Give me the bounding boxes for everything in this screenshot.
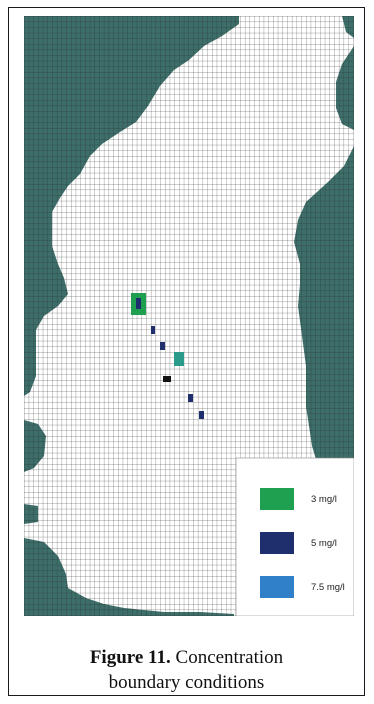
boundary-cell-7-5mg xyxy=(174,352,184,366)
concentration-grid-map: 3 mg/l 5 mg/l 7.5 mg/l xyxy=(24,16,354,616)
boundary-cell-5mg xyxy=(151,326,155,334)
legend-label: 3 mg/l xyxy=(311,494,337,505)
legend-swatch xyxy=(260,532,294,554)
legend-label: 7.5 mg/l xyxy=(311,582,345,593)
caption-line-1: Concentration xyxy=(175,647,284,668)
boundary-cell-5mg xyxy=(136,298,141,309)
source-marker xyxy=(163,376,171,382)
boundary-cell-5mg xyxy=(199,411,204,419)
legend-label: 5 mg/l xyxy=(311,538,337,549)
legend-swatch xyxy=(260,488,294,510)
caption-line-2: boundary conditions xyxy=(108,672,265,693)
figure-label: Figure 11. xyxy=(89,647,171,668)
boundary-cell-5mg xyxy=(188,394,193,402)
legend-box xyxy=(235,457,354,616)
boundary-cell-5mg xyxy=(160,342,165,350)
legend-swatch xyxy=(260,576,294,598)
figure-caption: Figure 11. Concentration boundary condit… xyxy=(8,645,365,695)
